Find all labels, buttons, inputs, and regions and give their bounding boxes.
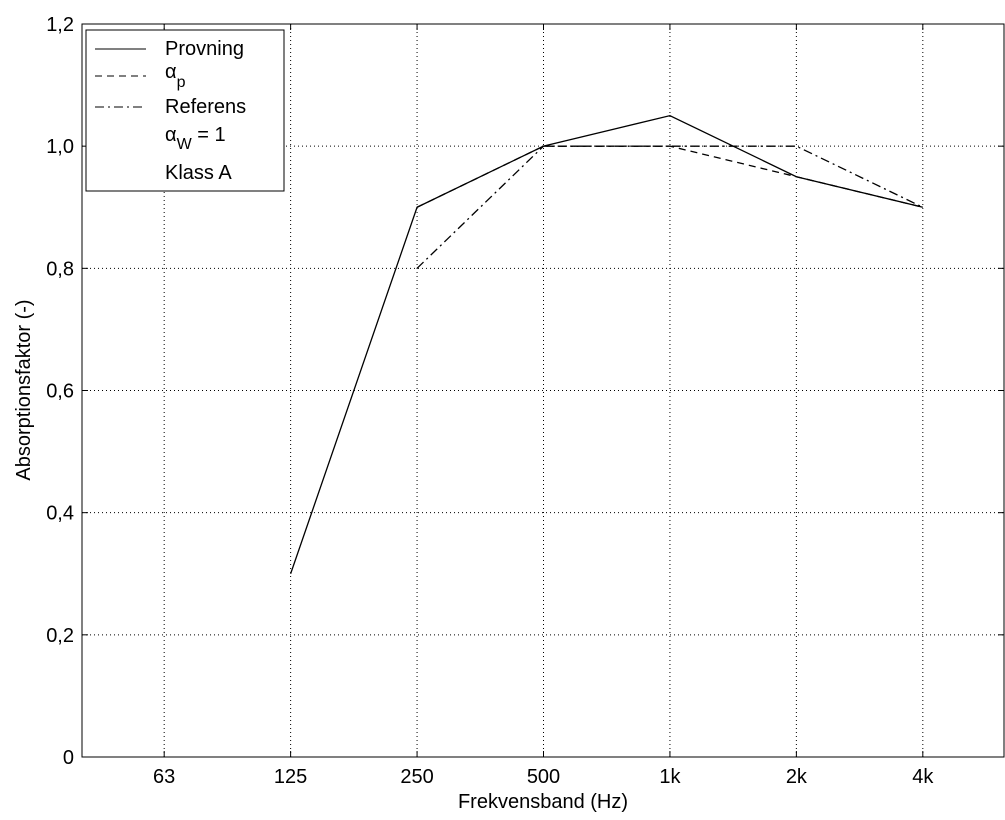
axis-ticks: 63 125 250 500 1k 2k 4k 0 0,2 0,4 0,6 0,8 1,0 1,2 [46,14,1004,788]
legend: Provning αp Referens αW = 1 Klass A [85,29,285,192]
y-tick-label: 0 [63,747,74,769]
y-tick-label: 1,0 [46,136,74,158]
legend-p-subscript: p [177,74,186,91]
legend-alpha-w-symbol: α [165,124,177,146]
x-axis-label: Frekvensband (Hz) [458,791,628,813]
series-line-provning [290,114,923,574]
x-tick-label: 125 [274,766,307,788]
y-axis-label: Absorptionsfaktor (-) [13,299,35,480]
legend-label-referens: Referens [165,96,246,118]
x-tick-label: 63 [153,766,175,788]
legend-w-subscript: W [177,136,193,153]
legend-label-alpha-p: αp [165,61,186,91]
legend-alpha-symbol: α [165,61,177,83]
y-tick-label: 0,6 [46,381,74,403]
data-series [290,114,924,574]
legend-klass: Klass A [165,162,232,184]
legend-alpha-w: αW = 1 [165,124,226,153]
series-line-alpha-p [416,145,923,208]
y-tick-label: 0,4 [46,503,74,525]
x-tick-label: 2k [786,766,808,788]
x-tick-label: 500 [527,766,560,788]
y-tick-label: 1,2 [46,14,74,36]
series-line-referens [416,145,924,269]
x-tick-label: 1k [659,766,681,788]
legend-alpha-w-tail: = 1 [192,124,226,146]
y-tick-label: 0,8 [46,258,74,280]
y-tick-label: 0,2 [46,625,74,647]
legend-label-provning: Provning [165,38,244,60]
legend-box [85,29,285,192]
x-tick-label: 250 [400,766,433,788]
x-tick-label: 4k [912,766,934,788]
